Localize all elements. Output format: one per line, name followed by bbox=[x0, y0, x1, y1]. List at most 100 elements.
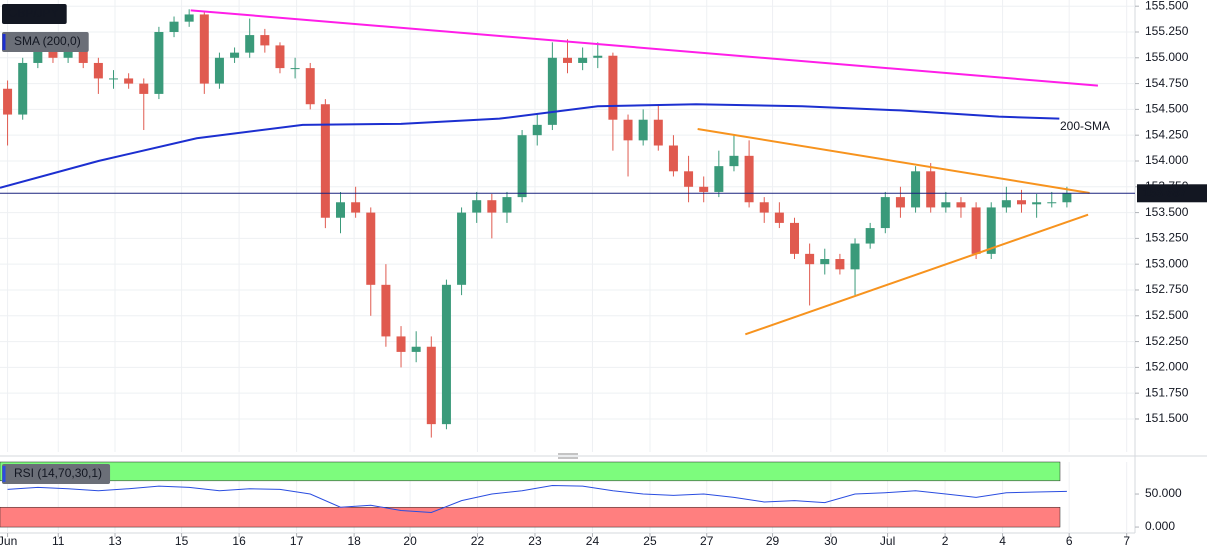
candle-body bbox=[593, 55, 603, 58]
candle-body bbox=[199, 14, 209, 84]
y-tick-label: 153.000 bbox=[1145, 256, 1189, 270]
candle-body bbox=[850, 243, 860, 270]
candle-body bbox=[1062, 192, 1072, 203]
y-tick-label: 153.250 bbox=[1145, 231, 1189, 245]
x-tick-label: 6 bbox=[1066, 534, 1073, 548]
candle-body bbox=[623, 119, 633, 141]
x-tick-label: 11 bbox=[52, 534, 65, 548]
x-tick-label: 29 bbox=[766, 534, 780, 548]
candle-body bbox=[563, 57, 572, 63]
candle-body bbox=[305, 68, 315, 105]
candle-body bbox=[653, 119, 663, 146]
candle-body bbox=[336, 202, 345, 218]
candle-body bbox=[971, 207, 981, 254]
candle-body bbox=[1001, 200, 1011, 208]
candle-body bbox=[759, 202, 769, 213]
trend-line bbox=[697, 128, 1090, 194]
y-tick-label: 154.000 bbox=[1145, 153, 1189, 167]
x-tick-label: Jun bbox=[0, 534, 17, 548]
y-tick-label: 153.500 bbox=[1145, 205, 1189, 219]
x-tick-label: 2 bbox=[942, 534, 949, 548]
candle-body bbox=[366, 212, 376, 285]
x-tick-label: 13 bbox=[108, 534, 122, 548]
candle-body bbox=[714, 166, 724, 192]
x-tick-label: 24 bbox=[586, 534, 600, 548]
candle-body bbox=[986, 207, 996, 254]
candle-body bbox=[109, 78, 118, 80]
candle-body bbox=[3, 88, 13, 115]
candle-body bbox=[33, 47, 43, 63]
candle-body bbox=[668, 145, 678, 172]
y-tick-label: 154.750 bbox=[1145, 76, 1189, 90]
rsi-line bbox=[7, 484, 1067, 514]
y-tick-label: 152.750 bbox=[1145, 282, 1189, 296]
rsi-band bbox=[0, 506, 1061, 528]
candle-body bbox=[18, 62, 28, 115]
candle-body bbox=[684, 171, 694, 187]
y-tick-label: 155.500 bbox=[1145, 0, 1189, 12]
candle-body bbox=[426, 346, 436, 425]
y-tick-label: 152.250 bbox=[1145, 334, 1189, 348]
trend-line bbox=[190, 9, 1099, 87]
candle-body bbox=[805, 253, 815, 265]
candle-body bbox=[320, 104, 330, 218]
x-tick-label: 22 bbox=[471, 534, 485, 548]
x-tick-label: 30 bbox=[824, 534, 838, 548]
candle-body bbox=[245, 35, 255, 53]
last-price-label: 153.687 bbox=[1143, 185, 1187, 199]
candle-body bbox=[638, 119, 648, 141]
x-tick-label: 15 bbox=[175, 534, 189, 548]
legend-box bbox=[2, 464, 111, 484]
candle-body bbox=[790, 222, 799, 254]
x-tick-label: 25 bbox=[643, 534, 657, 548]
candle-body bbox=[63, 49, 73, 58]
x-tick-label: 18 bbox=[347, 534, 361, 548]
trend-line bbox=[744, 213, 1089, 336]
candle-body bbox=[48, 47, 58, 58]
annotation: 200-SMA bbox=[1060, 119, 1110, 133]
candle-body bbox=[139, 83, 149, 94]
candle-body bbox=[78, 49, 88, 63]
last-price-box bbox=[1137, 184, 1207, 203]
y-tick-label: 154.250 bbox=[1145, 127, 1189, 141]
rsi-band bbox=[0, 461, 1061, 482]
candle-body bbox=[699, 186, 709, 192]
candle-body bbox=[744, 155, 754, 203]
x-tick-label: 17 bbox=[290, 534, 304, 548]
legend-box bbox=[2, 4, 67, 24]
candle-body bbox=[1017, 200, 1026, 205]
legend-title: RSI (14,70,30,1) bbox=[14, 466, 102, 480]
x-tick-label: 20 bbox=[403, 534, 417, 548]
candle-body bbox=[502, 197, 512, 213]
legend-box bbox=[2, 32, 89, 52]
candle-body bbox=[93, 62, 103, 79]
candle-body bbox=[1047, 202, 1057, 204]
candle-body bbox=[835, 259, 845, 270]
candle-body bbox=[608, 55, 618, 120]
candle-body bbox=[1032, 202, 1042, 205]
candle-body bbox=[472, 200, 482, 213]
candle-body bbox=[214, 57, 224, 84]
candle-body bbox=[517, 135, 527, 198]
y-tick-label: 155.000 bbox=[1145, 50, 1189, 64]
y-tick-label: 151.500 bbox=[1145, 411, 1189, 425]
candle-body bbox=[411, 346, 421, 352]
candle-body bbox=[880, 197, 890, 229]
candle-body bbox=[260, 35, 270, 46]
candle-body bbox=[729, 155, 739, 167]
trend-line bbox=[0, 103, 1060, 189]
candle-body bbox=[911, 171, 921, 208]
y-tick-label: 50.000 bbox=[1145, 486, 1182, 500]
x-tick-label: 4 bbox=[999, 534, 1006, 548]
candle-body bbox=[941, 202, 951, 208]
candle-body bbox=[487, 200, 497, 213]
candle-body bbox=[396, 336, 406, 352]
candle-body bbox=[774, 212, 784, 223]
x-tick-label: 27 bbox=[700, 534, 714, 548]
legend-entry: SMA (200,0) bbox=[14, 34, 81, 48]
candle-body bbox=[184, 14, 194, 22]
candle-body bbox=[124, 78, 134, 84]
candle-body bbox=[532, 124, 542, 136]
x-tick-label: 23 bbox=[528, 534, 542, 548]
